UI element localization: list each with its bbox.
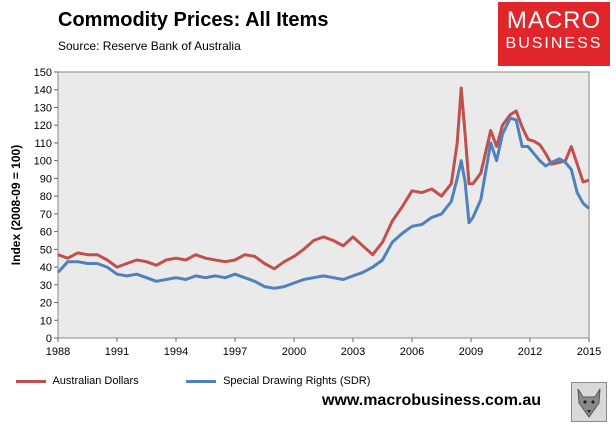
- y-tick-label: 30: [40, 280, 52, 292]
- x-tick-label: 1994: [164, 346, 188, 358]
- x-tick-label: 2006: [400, 346, 424, 358]
- y-tick-label: 90: [40, 173, 52, 185]
- y-tick-label: 50: [40, 244, 52, 256]
- x-tick-label: 2012: [518, 346, 542, 358]
- y-tick-label: 40: [40, 262, 52, 274]
- legend-swatch-sdr: [186, 379, 216, 383]
- y-tick-label: 60: [40, 227, 52, 239]
- legend-item-aud: Australian Dollars: [16, 375, 139, 387]
- y-tick-label: 130: [34, 102, 52, 114]
- legend-item-sdr: Special Drawing Rights (SDR): [186, 375, 370, 387]
- x-tick-label: 2000: [282, 346, 306, 358]
- y-tick-label: 70: [40, 209, 52, 221]
- y-tick-label: 110: [34, 138, 52, 150]
- y-tick-label: 0: [46, 333, 52, 345]
- y-tick-label: 20: [40, 298, 52, 310]
- x-tick-label: 2003: [341, 346, 365, 358]
- legend-swatch-aud: [16, 379, 46, 383]
- macrobusiness-logo: MACRO BUSINESS: [498, 2, 610, 66]
- logo-line-2: BUSINESS: [505, 35, 603, 52]
- x-tick-label: 2015: [577, 346, 601, 358]
- y-tick-label: 140: [34, 85, 52, 97]
- y-tick-label: 80: [40, 191, 52, 203]
- chart-title: Commodity Prices: All Items: [58, 9, 329, 31]
- y-tick-label: 150: [34, 67, 52, 79]
- legend-label-aud: Australian Dollars: [52, 375, 139, 387]
- logo-line-1: MACRO: [506, 7, 602, 34]
- x-tick-label: 1988: [46, 346, 70, 358]
- y-tick-label: 100: [34, 156, 52, 168]
- wolf-head-icon: [577, 388, 601, 418]
- series-line-aud: [57, 86, 590, 271]
- x-tick-label: 1997: [223, 346, 247, 358]
- y-tick-label: 120: [34, 120, 52, 132]
- website-url[interactable]: www.macrobusiness.com.au: [322, 392, 542, 409]
- x-tick-label: 1991: [105, 346, 129, 358]
- chart-source: Source: Reserve Bank of Australia: [58, 39, 241, 53]
- y-axis-label: Index (2008-09 = 100): [9, 145, 23, 265]
- x-tick-label: 2009: [459, 346, 483, 358]
- y-tick-label: 10: [40, 315, 52, 327]
- plot-area: [57, 71, 590, 339]
- series-line-sdr: [56, 116, 591, 290]
- wolf-badge-icon: [571, 382, 607, 422]
- legend-label-sdr: Special Drawing Rights (SDR): [223, 375, 371, 387]
